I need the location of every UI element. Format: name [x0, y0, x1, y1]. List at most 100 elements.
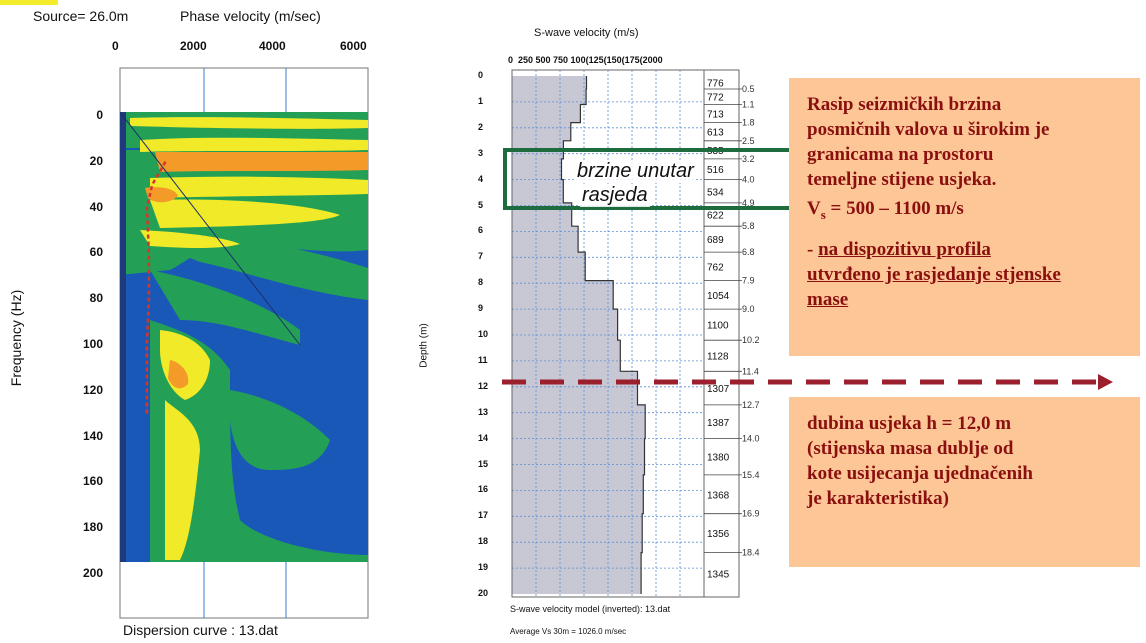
right-y-tick: 14 [478, 432, 489, 443]
left-chart-title: Phase velocity (m/sec) [180, 8, 321, 24]
fault-note-line: na dispozitivu profila [818, 238, 991, 260]
info-line: granicama na prostoru [807, 144, 994, 165]
right-y-tick: 6 [478, 225, 484, 236]
vs-value-label: 1356 [707, 529, 730, 540]
vs-value-label: 772 [707, 93, 724, 104]
layer-boundary-label: 6.8 [742, 247, 755, 257]
left-x-tick: 4000 [259, 39, 286, 53]
left-x-tick: 0 [112, 39, 119, 53]
layer-boundary-label: 18.4 [742, 548, 760, 558]
right-y-tick: 3 [478, 147, 484, 158]
left-y-tick: 140 [82, 428, 103, 443]
depth-line: je karakteristika) [807, 488, 949, 509]
vs-value-label: 622 [707, 211, 724, 222]
layer-boundary-label: 10.2 [742, 335, 760, 345]
right-y-tick: 13 [478, 406, 489, 417]
info-box-velocity: Rasip seizmičkih brzina posmičnih valova… [789, 78, 1140, 356]
layer-boundary-label: 9.0 [742, 304, 755, 314]
layer-boundary-label: 4.9 [742, 198, 755, 208]
highlight-strip [0, 0, 58, 5]
vs-value-label: 1345 [707, 569, 730, 580]
right-chart-title: S-wave velocity (m/s) [534, 27, 639, 39]
left-x-tick: 2000 [180, 39, 207, 53]
right-y-tick: 7 [478, 251, 484, 262]
right-y-tick: 12 [478, 380, 489, 391]
layer-boundary-label: 1.8 [742, 118, 755, 128]
dispersion-image [119, 111, 368, 562]
vs-range: = 500 – 1100 m/s [825, 198, 964, 219]
right-y-tick: 20 [478, 588, 489, 598]
fault-note-line: utvrđeno je rasjedanje stjenske [807, 263, 1061, 285]
left-y-tick: 80 [89, 291, 103, 306]
vs-value-label: 1054 [707, 291, 730, 302]
right-y-tick: 8 [478, 277, 484, 288]
right-y-tick: 19 [478, 562, 489, 573]
left-y-tick: 100 [82, 337, 103, 351]
vs-value-label: 516 [707, 165, 724, 176]
right-y-tick: 2 [478, 121, 484, 132]
info-box-depth: dubina usjeka h = 12,0 m (stijenska masa… [789, 397, 1140, 567]
right-y-tick: 9 [478, 303, 484, 314]
right-chart-caption-1: S-wave velocity model (inverted): 13.dat [510, 604, 671, 614]
right-chart-caption-2: Average Vs 30m = 1026.0 m/sec [510, 627, 627, 636]
left-x-tick: 6000 [340, 39, 367, 53]
right-y-tick: 10 [478, 329, 489, 339]
bullet: - [807, 238, 819, 260]
info-line: posmičnih valova u širokim je [807, 119, 1050, 140]
layer-boundary-label: 15.4 [742, 470, 760, 480]
fault-note-line: mase [807, 288, 849, 310]
vs-value-label: 534 [707, 187, 724, 198]
layer-boundary-label: 5.8 [742, 221, 755, 231]
layer-boundary-label: 11.4 [742, 366, 759, 376]
fault-note: - na dispozitivu profila [807, 237, 1061, 262]
layer-boundary-label: 3.2 [742, 154, 755, 164]
layer-boundary-label: 7.9 [742, 276, 755, 286]
right-y-tick: 15 [478, 458, 489, 469]
left-y-tick: 160 [82, 474, 103, 489]
info-line: Rasip seizmičkih brzina [807, 94, 1002, 115]
left-y-tick: 200 [82, 566, 103, 580]
vs-subscript: s [820, 206, 826, 222]
vs-value-label: 1368 [707, 490, 730, 501]
fault-zone-label-1: brzine unutar [575, 160, 696, 183]
right-x-ticks: 0 250 500 750 100(125(150(175(2000 [508, 55, 663, 65]
left-chart-caption: Dispersion curve : 13.dat [123, 622, 278, 638]
depth-line: dubina usjeka h = 12,0 m [807, 413, 1012, 434]
layer-boundary-label: 4.0 [742, 175, 755, 185]
right-y-tick: 4 [478, 173, 484, 184]
vs-value-label: 1387 [707, 418, 730, 429]
fault-zone-label-2: rasjeda [580, 184, 650, 207]
left-y-tick: 60 [89, 245, 103, 260]
left-y-tick: 120 [82, 382, 103, 397]
right-y-tick: 18 [478, 536, 489, 547]
vs-range-line: Vs = 500 – 1100 m/s [807, 196, 1061, 227]
right-y-tick: 0 [478, 70, 484, 80]
layer-boundary-label: 0.5 [742, 84, 755, 94]
vs-value-label: 1380 [707, 453, 730, 464]
layer-boundary-label: 12.7 [742, 400, 760, 410]
depth-line: (stijenska masa dublje od [807, 438, 1014, 459]
source-label: Source= 26.0m [33, 8, 129, 24]
info-line: temeljne stijene usjeka. [807, 169, 997, 190]
vs-value-label: 762 [707, 262, 724, 273]
left-y-tick: 180 [82, 520, 103, 535]
vs-value-label: 1307 [707, 384, 730, 395]
depth-line: kote usijecanja ujednačenih [807, 463, 1033, 484]
layer-boundary-label: 1.1 [742, 100, 755, 110]
layer-boundary-label: 16.9 [742, 509, 760, 519]
left-y-tick: 0 [96, 108, 103, 122]
vs-value-label: 713 [707, 110, 724, 121]
right-y-tick: 16 [478, 484, 489, 495]
right-y-tick: 11 [478, 354, 488, 365]
right-y-tick: 17 [478, 510, 489, 521]
vs-value-label: 1128 [707, 352, 729, 363]
vs-profile-line [560, 76, 646, 594]
left-y-tick: 20 [89, 153, 103, 168]
right-y-tick: 1 [478, 95, 484, 106]
vs-value-label: 776 [707, 79, 724, 90]
vs-value-label: 689 [707, 235, 724, 246]
right-y-tick: 5 [478, 199, 484, 210]
